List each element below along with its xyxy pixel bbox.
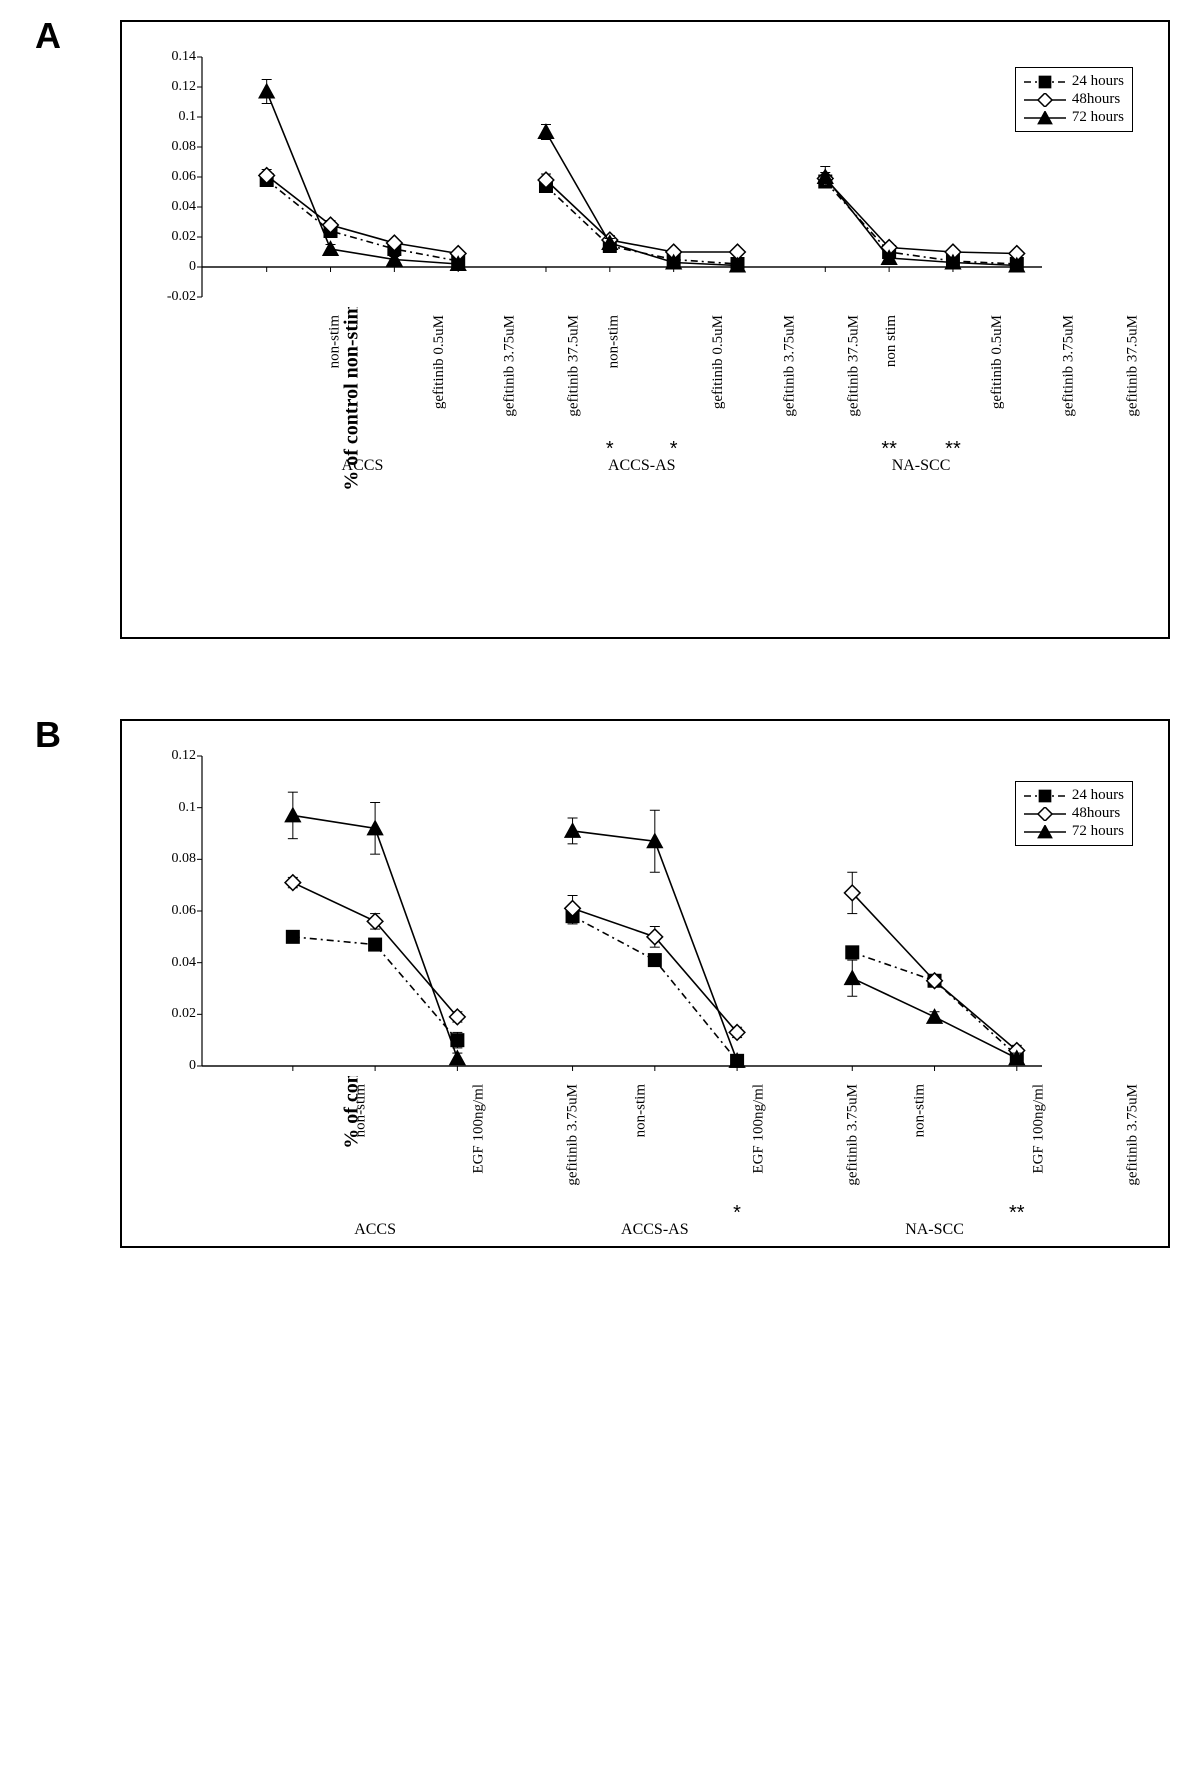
legend-swatch-icon: [1024, 93, 1066, 107]
group-label: ACCS-AS: [608, 457, 676, 475]
y-tick-label: 0.08: [172, 139, 203, 155]
legend-item: 24 hours: [1024, 73, 1124, 90]
significance-marker: *: [733, 1202, 741, 1225]
y-tick-label: 0.06: [172, 169, 203, 185]
x-tick-label: gefitinib 0.5uM: [710, 315, 727, 409]
y-tick-label: 0.02: [172, 229, 203, 245]
group-label: ACCS: [342, 457, 384, 475]
panel-b-label: B: [35, 714, 61, 756]
legend-label: 72 hours: [1072, 109, 1124, 126]
y-tick-label: 0.02: [172, 1006, 203, 1022]
legend-label: 24 hours: [1072, 73, 1124, 90]
y-tick-label: 0.1: [179, 109, 203, 125]
x-tick-label: gefitinib 3.75uM: [1124, 1084, 1141, 1186]
panel-b: B % of control non-stimulated cells at 2…: [30, 719, 1170, 1248]
x-tick-label: gefitinib 0.5uM: [431, 315, 448, 409]
legend-item: 48hours: [1024, 91, 1124, 108]
y-tick-label: 0.04: [172, 199, 203, 215]
legend-item: 48hours: [1024, 805, 1124, 822]
legend-swatch-icon: [1024, 807, 1066, 821]
x-tick-label: gefitinib 3.75uM: [781, 315, 798, 417]
y-tick-label: 0.08: [172, 851, 203, 867]
legend-swatch-icon: [1024, 825, 1066, 839]
x-labels: non-stim EGF 100ng/ml gefitinib 3.75uM non-…: [152, 1084, 1052, 1214]
panel-b-legend: 24 hours 48hours 72 hours: [1015, 781, 1133, 846]
legend-swatch-icon: [1024, 75, 1066, 89]
panel-b-plot: 00.020.040.060.080.10.12non-stimEGF 100n…: [152, 746, 1052, 1076]
y-tick-label: 0.06: [172, 903, 203, 919]
legend-item: 72 hours: [1024, 823, 1124, 840]
y-tick-label: 0.12: [172, 79, 203, 95]
legend-label: 72 hours: [1072, 823, 1124, 840]
group-label: ACCS: [354, 1221, 396, 1239]
legend-item: 24 hours: [1024, 787, 1124, 804]
x-tick-label: EGF 100ng/ml: [750, 1084, 767, 1174]
x-tick-label: gefitinib 37.5uM: [845, 315, 862, 417]
x-tick-label: EGF 100ng/ml: [1030, 1084, 1047, 1174]
x-tick-label: non-stim: [912, 1084, 929, 1137]
x-tick-label: gefitinib 37.5uM: [566, 315, 583, 417]
x-tick-label: non-stim: [605, 315, 622, 368]
y-tick-label: 0: [189, 1058, 202, 1074]
panel-a: A % of control non-stimulated cells at 2…: [30, 20, 1170, 639]
legend-label: 48hours: [1072, 91, 1120, 108]
panel-b-frame: % of control non-stimulated cells at 24 …: [120, 719, 1170, 1248]
y-tick-label: -0.02: [167, 289, 202, 305]
group-label: ACCS-AS: [621, 1221, 689, 1239]
x-tick-label: non-stim: [326, 315, 343, 368]
significance-marker: **: [1009, 1202, 1025, 1225]
plot-svg: [152, 746, 1052, 1076]
legend-label: 24 hours: [1072, 787, 1124, 804]
y-tick-label: 0.04: [172, 955, 203, 971]
y-tick-label: 0: [189, 259, 202, 275]
panel-a-label: A: [35, 15, 61, 57]
x-tick-label: gefitinib 3.75uM: [502, 315, 519, 417]
x-labels: non-stim gefitinib 0.5uM gefitinib 3.75uM g…: [152, 315, 1052, 450]
legend-swatch-icon: [1024, 789, 1066, 803]
x-tick-label: gefitinib 3.75uM: [845, 1084, 862, 1186]
y-tick-label: 0.14: [172, 49, 203, 65]
x-tick-label: non-stim: [352, 1084, 369, 1137]
panel-a-frame: % of control non-stimulated cells at 24 …: [120, 20, 1170, 639]
x-tick-label: EGF 100ng/ml: [471, 1084, 488, 1174]
panel-a-plot: -0.0200.020.040.060.080.10.120.14non-sti…: [152, 47, 1052, 307]
x-tick-label: gefitinib 3.75uM: [1061, 315, 1078, 417]
panel-a-legend: 24 hours 48hours 72 hours: [1015, 67, 1133, 132]
x-tick-label: non-stim: [632, 1084, 649, 1137]
group-label: NA-SCC: [905, 1221, 964, 1239]
x-tick-label: non stim: [883, 315, 900, 367]
group-label: NA-SCC: [892, 457, 951, 475]
legend-swatch-icon: [1024, 111, 1066, 125]
legend-item: 72 hours: [1024, 109, 1124, 126]
x-tick-label: gefitinib 3.75uM: [565, 1084, 582, 1186]
x-tick-label: gefitinib 0.5uM: [989, 315, 1006, 409]
y-tick-label: 0.12: [172, 748, 203, 764]
y-tick-label: 0.1: [179, 800, 203, 816]
figure-container: A % of control non-stimulated cells at 2…: [0, 0, 1200, 1348]
legend-label: 48hours: [1072, 805, 1120, 822]
x-tick-label: gefitinib 37.5uM: [1124, 315, 1141, 417]
plot-svg: [152, 47, 1052, 307]
